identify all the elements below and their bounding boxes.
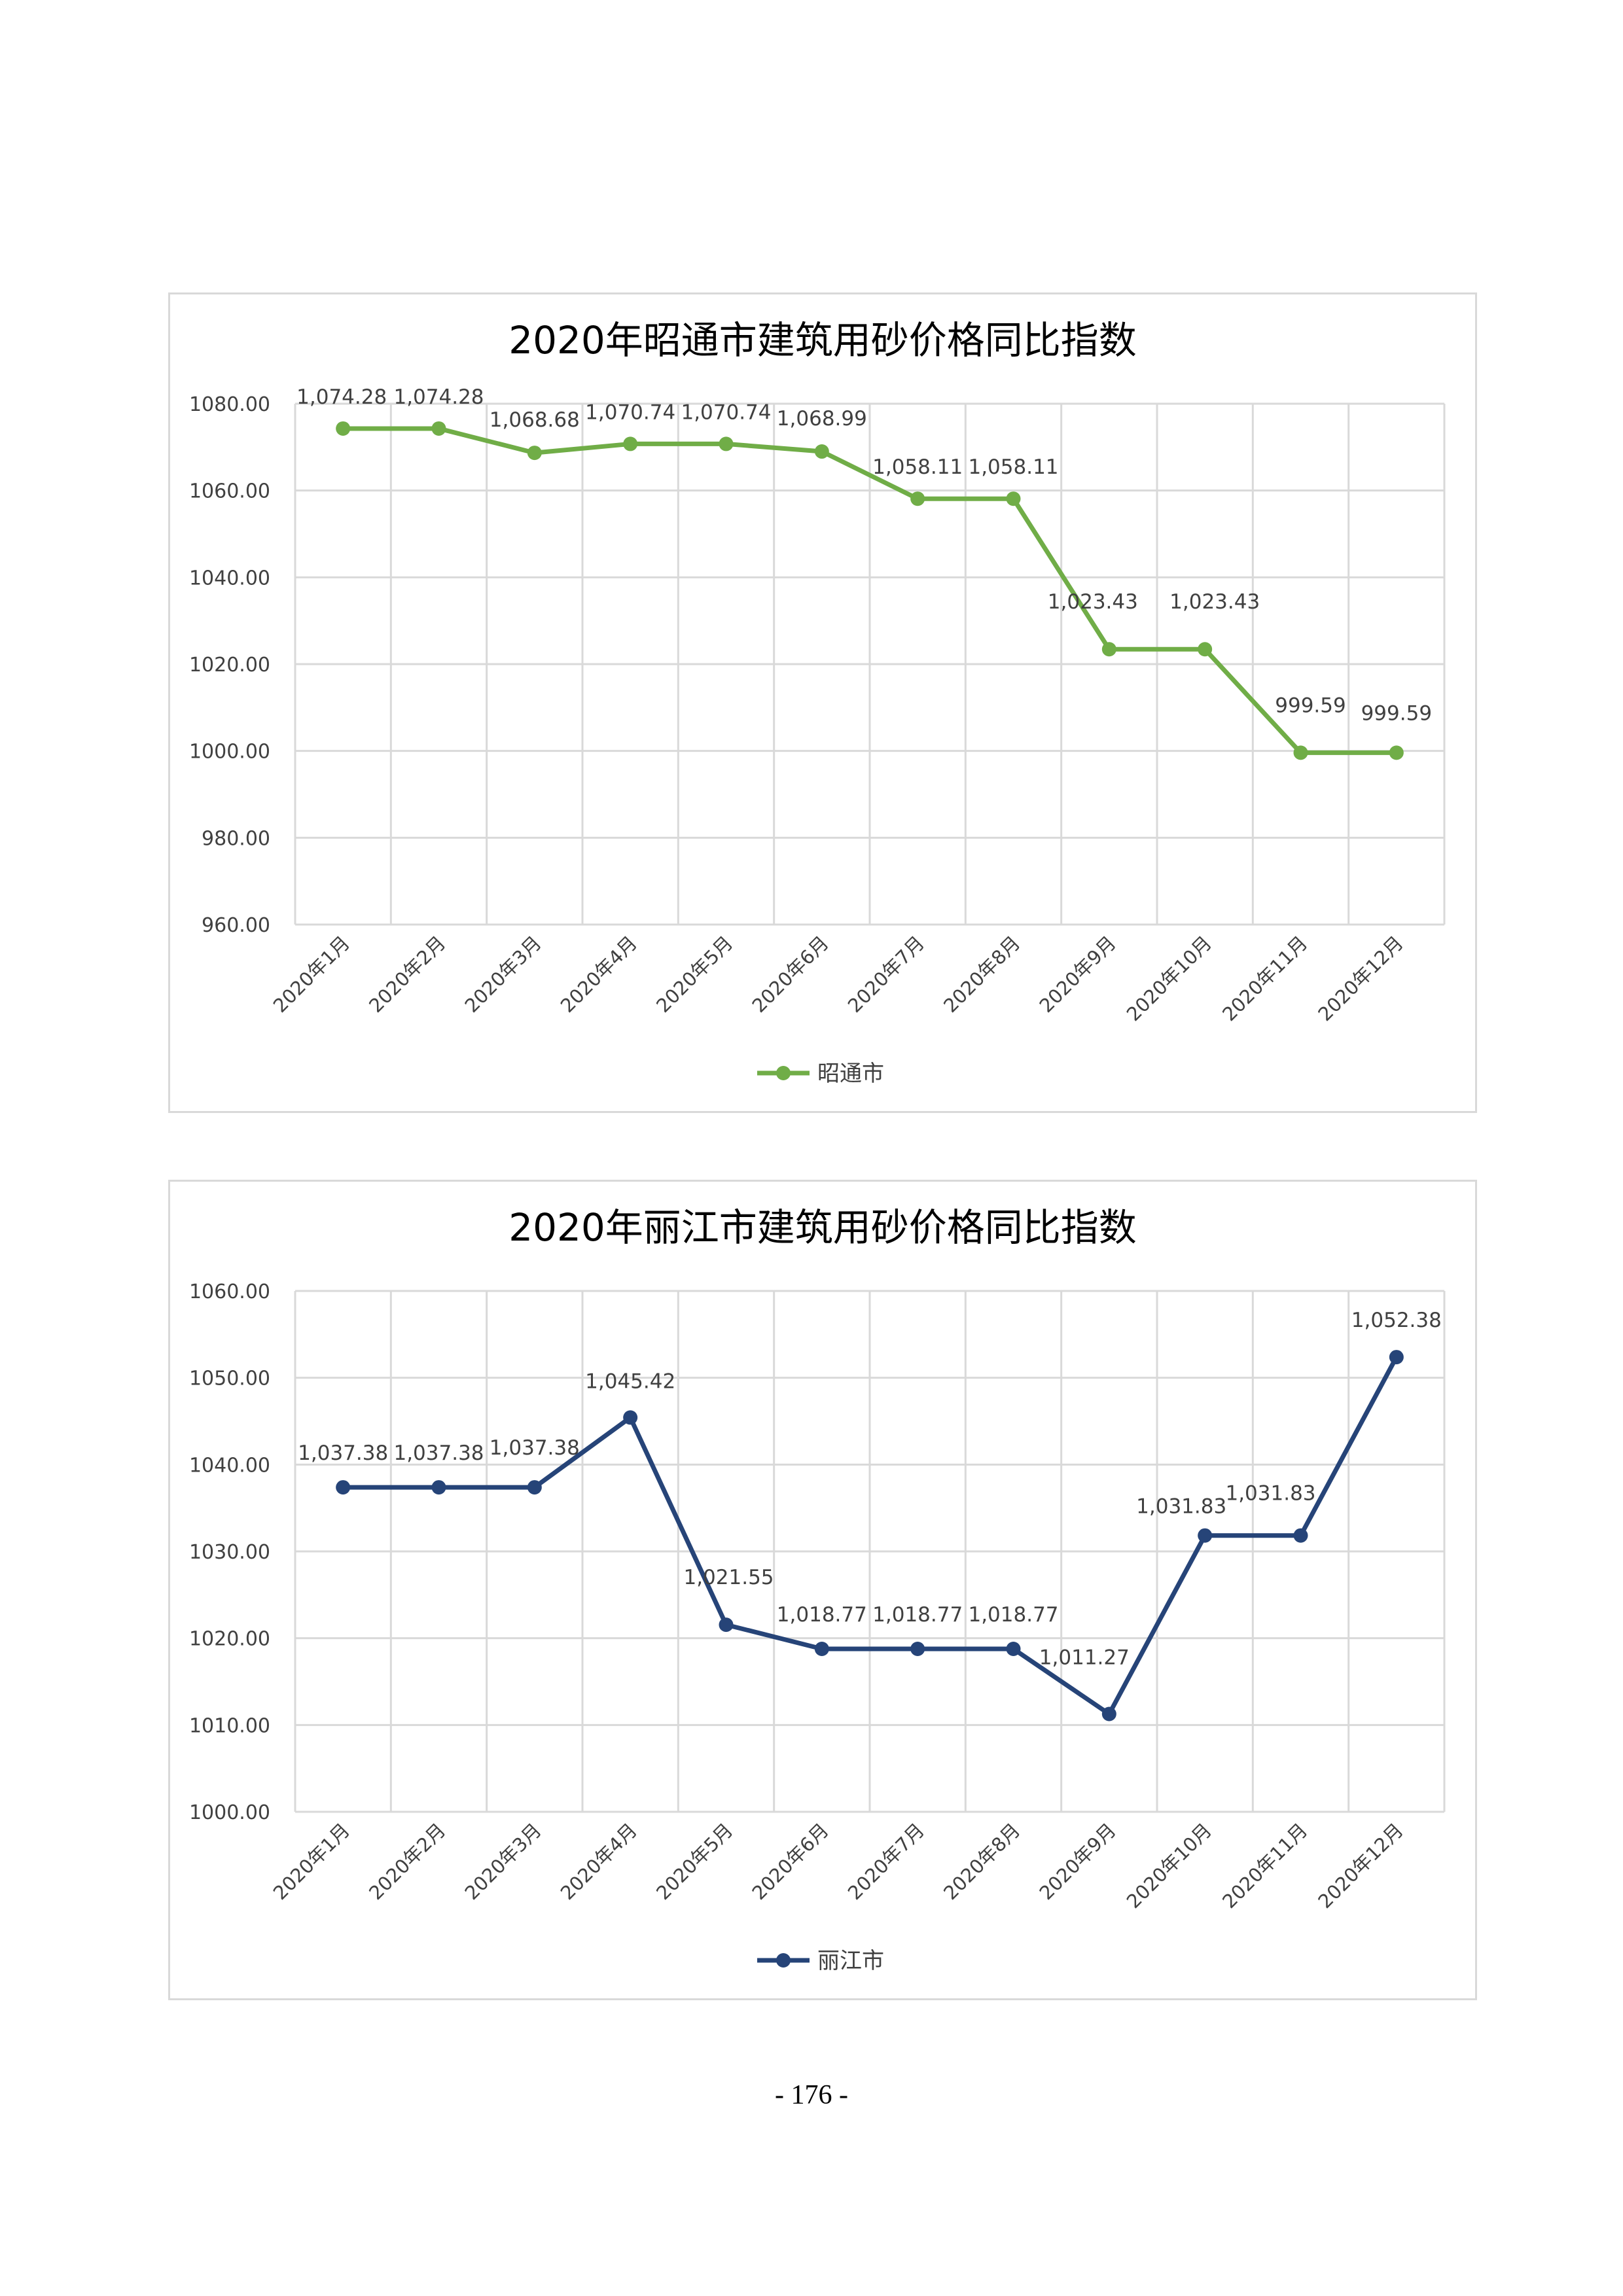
x-tick-label: 2020年6月	[747, 932, 832, 1017]
y-tick-label: 1020.00	[189, 1628, 270, 1651]
chart-title: 2020年昭通市建筑用砂价格同比指数	[508, 318, 1137, 362]
data-label: 999.59	[1275, 694, 1346, 717]
data-point	[814, 1641, 829, 1656]
data-point	[623, 1410, 638, 1425]
y-tick-label: 1000.00	[189, 741, 270, 764]
chart-lijiang-svg: 2020年丽江市建筑用砂价格同比指数 1060.00 1050.00 1040.00 1…	[189, 1205, 1446, 1974]
x-tick-label: 2020年7月	[844, 1819, 929, 1904]
data-label: 1,018.77	[777, 1603, 867, 1627]
chart-title: 2020年丽江市建筑用砂价格同比指数	[508, 1205, 1137, 1250]
data-point	[527, 446, 542, 461]
x-tick-label: 2020年3月	[460, 1819, 545, 1904]
legend-marker	[776, 1953, 791, 1968]
x-tick-label: 2020年1月	[269, 932, 354, 1017]
x-tick-label: 2020年12月	[1313, 932, 1407, 1025]
x-tick-label: 2020年7月	[844, 932, 929, 1017]
data-label: 1,058.11	[872, 455, 963, 479]
data-point	[1006, 1641, 1021, 1656]
y-tick-label: 1060.00	[189, 1280, 270, 1303]
y-tick-label: 1060.00	[189, 480, 270, 503]
series-line	[340, 1354, 1399, 1716]
legend-label: 丽江市	[817, 1948, 884, 1974]
data-point	[1006, 491, 1021, 506]
x-tick-label: 2020年4月	[556, 932, 641, 1017]
x-tick-label: 2020年5月	[652, 932, 737, 1017]
x-tick-label: 2020年9月	[1035, 932, 1120, 1017]
y-tick-label: 1040.00	[189, 567, 270, 590]
data-label: 1,070.74	[585, 400, 675, 424]
data-point	[623, 436, 638, 451]
y-tick-label: 1000.00	[189, 1801, 270, 1824]
data-point	[1293, 1528, 1308, 1543]
legend-label: 昭通市	[817, 1061, 884, 1087]
data-point	[814, 444, 829, 459]
data-label: 1,021.55	[683, 1566, 774, 1589]
data-label: 1,070.74	[681, 400, 771, 424]
x-tick-label: 2020年2月	[365, 932, 450, 1017]
data-point	[1101, 1706, 1116, 1722]
x-tick-label: 2020年6月	[747, 1819, 832, 1904]
data-label: 1,031.83	[1225, 1482, 1315, 1506]
page-number: - 176 -	[775, 2080, 848, 2110]
chart-lijiang: 2020年丽江市建筑用砂价格同比指数 1060.00 1050.00 1040.00 1…	[168, 1180, 1477, 2000]
data-point	[1389, 1350, 1404, 1365]
data-point	[431, 421, 446, 436]
x-tick-label: 2020年1月	[269, 1819, 354, 1904]
data-point	[910, 491, 925, 506]
data-label: 1,068.68	[490, 408, 580, 432]
x-tick-label: 2020年2月	[365, 1819, 450, 1904]
data-label: 1,023.43	[1169, 590, 1260, 614]
data-point	[1198, 1528, 1213, 1543]
x-tick-label: 2020年12月	[1313, 1819, 1407, 1913]
series-line	[340, 426, 1399, 755]
y-tick-label: 1030.00	[189, 1541, 270, 1564]
chart-zhaotong: 2020年昭通市建筑用砂价格同比指数 1080.00 1060.00 1040.00 1…	[168, 292, 1477, 1113]
data-point	[719, 1617, 734, 1633]
data-point	[336, 1480, 351, 1495]
data-label: 1,018.77	[872, 1603, 963, 1627]
data-label: 1,023.43	[1048, 590, 1138, 614]
legend-marker	[776, 1066, 791, 1080]
x-tick-label: 2020年8月	[939, 932, 1024, 1017]
y-tick-label: 1050.00	[189, 1368, 270, 1390]
data-point	[719, 436, 734, 451]
data-label: 1,037.38	[490, 1436, 580, 1460]
x-tick-label: 2020年11月	[1218, 932, 1311, 1025]
y-tick-label: 1080.00	[189, 393, 270, 416]
data-point	[1389, 745, 1404, 760]
x-tick-label: 2020年10月	[1122, 1819, 1216, 1913]
chart-zhaotong-svg: 2020年昭通市建筑用砂价格同比指数 1080.00 1060.00 1040.00 1…	[189, 318, 1446, 1087]
x-tick-label: 2020年11月	[1218, 1819, 1311, 1913]
data-point	[1101, 642, 1116, 657]
data-point	[1198, 642, 1213, 657]
data-label: 999.59	[1361, 701, 1432, 725]
data-label: 1,031.83	[1136, 1495, 1226, 1519]
data-point	[910, 1641, 925, 1656]
y-tick-label: 1010.00	[189, 1714, 270, 1737]
x-tick-label: 2020年10月	[1122, 932, 1216, 1025]
y-tick-label: 1020.00	[189, 654, 270, 677]
x-tick-label: 2020年5月	[652, 1819, 737, 1904]
data-label: 1,058.11	[968, 455, 1058, 479]
x-tick-label: 2020年3月	[460, 932, 545, 1017]
data-label: 1,074.28	[296, 385, 387, 409]
data-point	[1293, 745, 1308, 760]
data-point	[336, 421, 351, 436]
y-tick-label: 1040.00	[189, 1454, 270, 1477]
x-tick-label: 2020年8月	[939, 1819, 1024, 1904]
data-label: 1,011.27	[1039, 1646, 1130, 1669]
data-label: 1,037.38	[393, 1441, 484, 1465]
x-tick-label: 2020年4月	[556, 1819, 641, 1904]
data-point	[431, 1480, 446, 1495]
data-point	[527, 1480, 542, 1495]
y-tick-label: 960.00	[202, 914, 270, 937]
data-label: 1,052.38	[1351, 1309, 1442, 1332]
data-label: 1,018.77	[968, 1603, 1058, 1627]
data-label: 1,037.38	[298, 1441, 388, 1465]
data-label: 1,074.28	[393, 385, 484, 409]
y-tick-label: 980.00	[202, 827, 270, 850]
data-label: 1,068.99	[777, 407, 867, 431]
x-tick-label: 2020年9月	[1035, 1819, 1120, 1904]
data-label: 1,045.42	[585, 1369, 675, 1393]
